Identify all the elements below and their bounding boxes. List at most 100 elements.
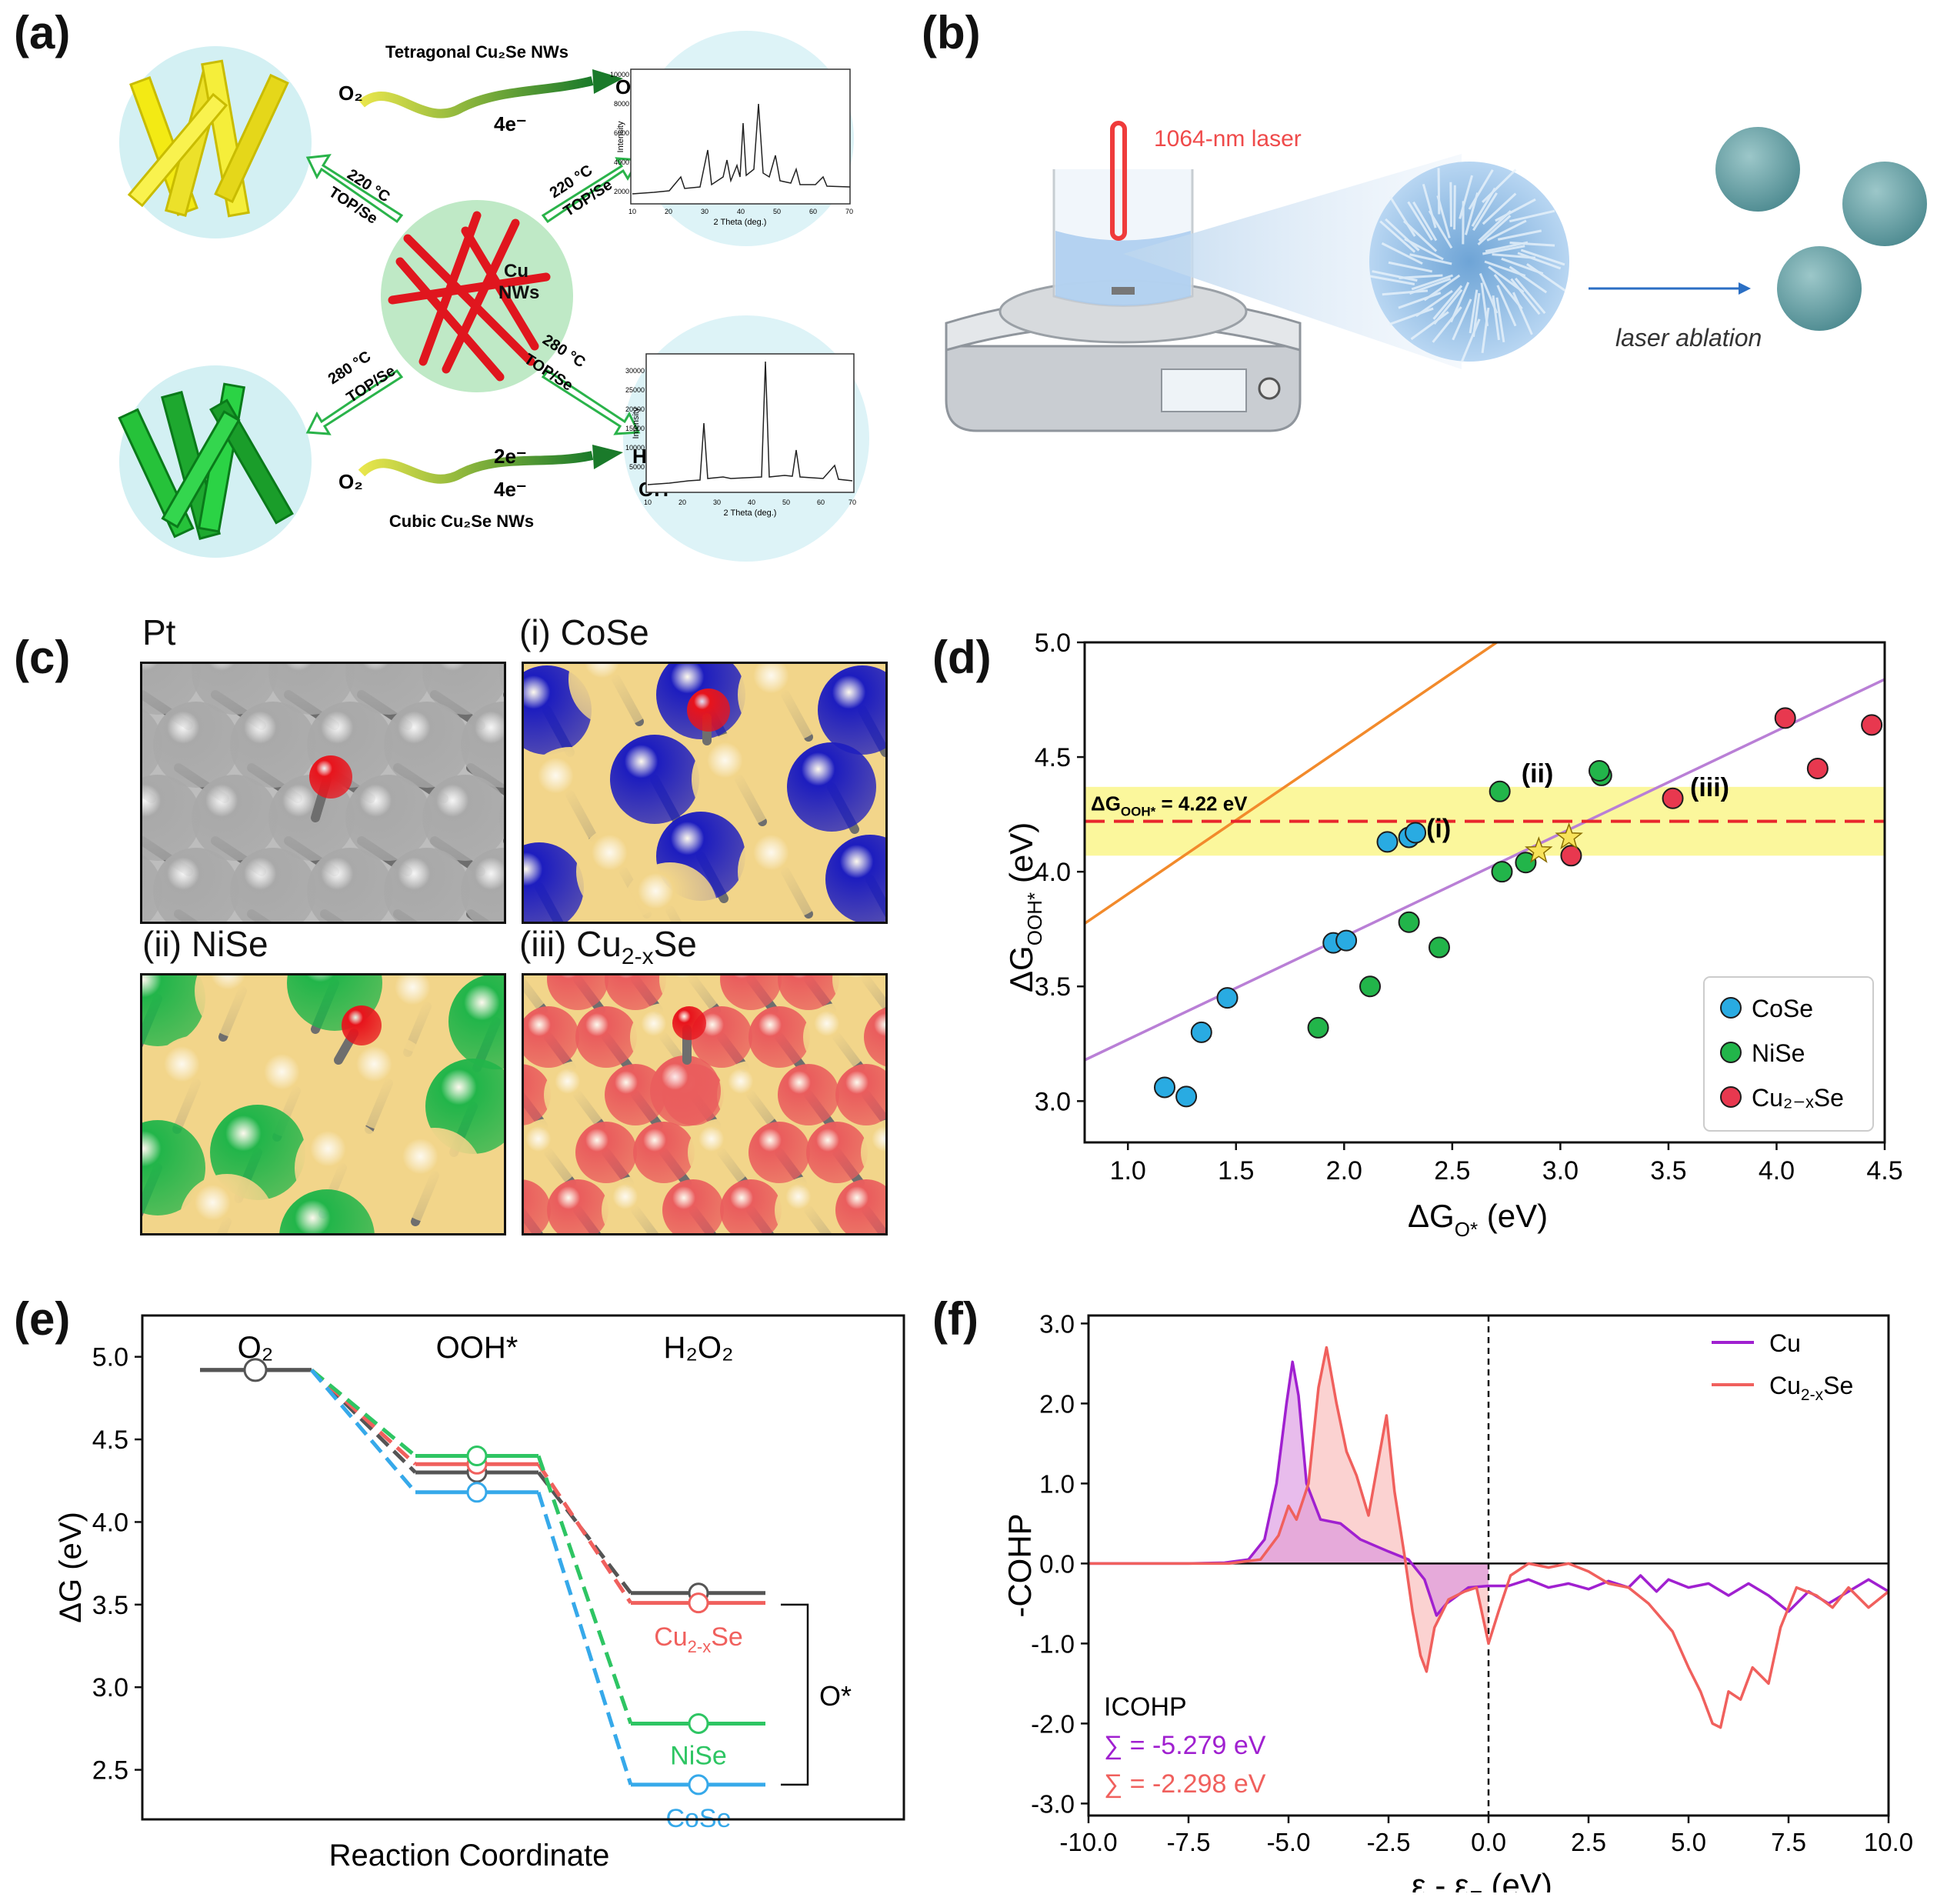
atom	[748, 1122, 810, 1183]
series-line	[1089, 1360, 1889, 1617]
point-Cu₂₋ₓSe	[1774, 707, 1796, 729]
atom	[142, 775, 201, 861]
atom	[142, 1120, 205, 1215]
x-tick-label: 2.0	[1326, 1156, 1362, 1185]
atom	[524, 1119, 582, 1186]
ablation-arrowhead	[1739, 282, 1751, 295]
y-tick-label: 1.0	[1039, 1469, 1075, 1498]
laser-beam-icon	[1110, 121, 1127, 241]
bottom-reaction-arrow	[358, 451, 594, 484]
svg-text:20: 20	[665, 208, 672, 215]
svg-text:25000: 25000	[625, 386, 645, 394]
cu-nanowires-icon	[388, 211, 551, 382]
state-marker-NiSe	[688, 1712, 709, 1734]
atom	[524, 1006, 579, 1068]
y-tick-label: 4.0	[1035, 858, 1071, 887]
atom	[387, 1128, 482, 1223]
catalyst-label: NiSe	[670, 1741, 727, 1770]
atom	[688, 1119, 755, 1186]
atom	[153, 702, 239, 788]
point-NiSe	[1491, 861, 1513, 883]
svg-text:10000: 10000	[625, 444, 645, 452]
xrd-bottom-plot: 2 Theta (deg.) Intensity 10 20 30 40 50 …	[625, 353, 856, 518]
svg-text:60: 60	[809, 208, 817, 215]
atom	[825, 835, 885, 922]
atom	[524, 1064, 551, 1125]
atom	[448, 975, 504, 1069]
atom	[720, 975, 782, 1010]
atom	[775, 1176, 842, 1233]
chart-d-scatter: ΔGOOH* = 4.22 eV (i) (ii) (iii) 1.0 1.5 2.0 2.5…	[1003, 629, 1903, 1241]
atom	[192, 664, 278, 715]
atom	[230, 702, 316, 788]
transition-Cu₂₋ₓSe	[536, 1462, 633, 1605]
svg-text:20000: 20000	[625, 405, 645, 413]
y-tick-label: 0.0	[1039, 1549, 1075, 1578]
tile-title-cu2xse: (iii) Cu2-xSe	[519, 924, 697, 970]
y-tick-label: 5.0	[1035, 629, 1071, 658]
o-star-bracket	[781, 1603, 809, 1786]
arrow-280-left: 280 °C TOP/Se	[305, 348, 404, 435]
cubic-title: Cubic Cu₂Se NWs	[389, 512, 534, 531]
atom	[778, 1064, 839, 1125]
x-tick-label: 4.5	[1866, 1156, 1902, 1185]
svg-text:5000: 5000	[629, 463, 645, 471]
cu2xse-surface-model	[522, 973, 888, 1235]
plot-frame	[1083, 641, 1886, 1144]
nanoparticle-icon	[1715, 127, 1800, 212]
svg-text:70: 70	[845, 208, 853, 215]
atom	[602, 1176, 669, 1233]
svg-text:50: 50	[782, 499, 790, 506]
x-axis-label: Reaction Coordinate	[329, 1839, 610, 1872]
atom	[748, 1006, 810, 1068]
x-tick-label: 3.5	[1650, 1156, 1686, 1185]
y-tick-label: 3.0	[1039, 1309, 1075, 1338]
cu-label: Cu	[504, 261, 528, 282]
x-tick-label: -2.5	[1367, 1828, 1411, 1856]
state-label-h2o2: H₂O₂	[663, 1331, 733, 1365]
x-tick-label: -7.5	[1167, 1828, 1211, 1856]
legend-label: NiSe	[1752, 1039, 1805, 1067]
atom	[864, 1007, 885, 1067]
y-tick-label: 3.5	[1035, 972, 1071, 1002]
atom	[422, 664, 504, 715]
state-label-ooh: OOH*	[436, 1331, 518, 1365]
y-tick-label: 4.5	[1035, 743, 1071, 772]
atom	[835, 1064, 885, 1125]
svg-text:2000: 2000	[614, 188, 629, 195]
svg-text:15000: 15000	[625, 425, 645, 432]
legend-marker	[1720, 997, 1742, 1019]
atom	[384, 702, 470, 788]
y-tick-label: -1.0	[1031, 1629, 1075, 1658]
arrow-220-left: 220 °C TOP/Se	[305, 154, 404, 228]
y-tick-label: 2.0	[1039, 1389, 1075, 1418]
svg-text:30000: 30000	[625, 367, 645, 375]
state-marker-o2	[243, 1358, 268, 1382]
y-tick-label: 4.0	[92, 1508, 128, 1537]
x-tick-label: 3.0	[1542, 1156, 1579, 1185]
atom	[738, 824, 833, 919]
transition-Cu₂₋ₓSe	[310, 1369, 417, 1466]
x-tick-label: 0.0	[1471, 1828, 1506, 1856]
svg-text:20: 20	[678, 499, 686, 506]
reference-line-label: ΔGOOH* = 4.22 eV	[1091, 792, 1248, 819]
panel-a-scheme: Cu NWs 220 °C TOP/Se 220 °C TOP/Se 280 °…	[118, 31, 869, 562]
series-line	[1089, 1345, 1890, 1729]
legend-label: Cu₂₋ₓSe	[1752, 1084, 1844, 1112]
point-CoSe	[1216, 987, 1239, 1009]
x-tick-label: -10.0	[1059, 1828, 1117, 1856]
atom	[422, 775, 504, 861]
x-tick-label: 1.0	[1110, 1156, 1146, 1185]
atom	[568, 664, 664, 727]
point-CoSe	[1405, 822, 1427, 844]
state-marker-CoSe	[688, 1774, 709, 1796]
panel-label-a: (a)	[14, 7, 71, 58]
catalyst-label: Cu2-xSe	[654, 1622, 743, 1656]
legend-label: Cu2-xSe	[1769, 1372, 1853, 1404]
annotation-label: (iii)	[1690, 773, 1729, 802]
top-reactant: O₂	[338, 82, 363, 105]
top-reaction-arrowhead	[592, 69, 623, 94]
bottom-reactant: O₂	[338, 470, 363, 493]
atom	[148, 1035, 244, 1131]
atom	[738, 664, 833, 742]
